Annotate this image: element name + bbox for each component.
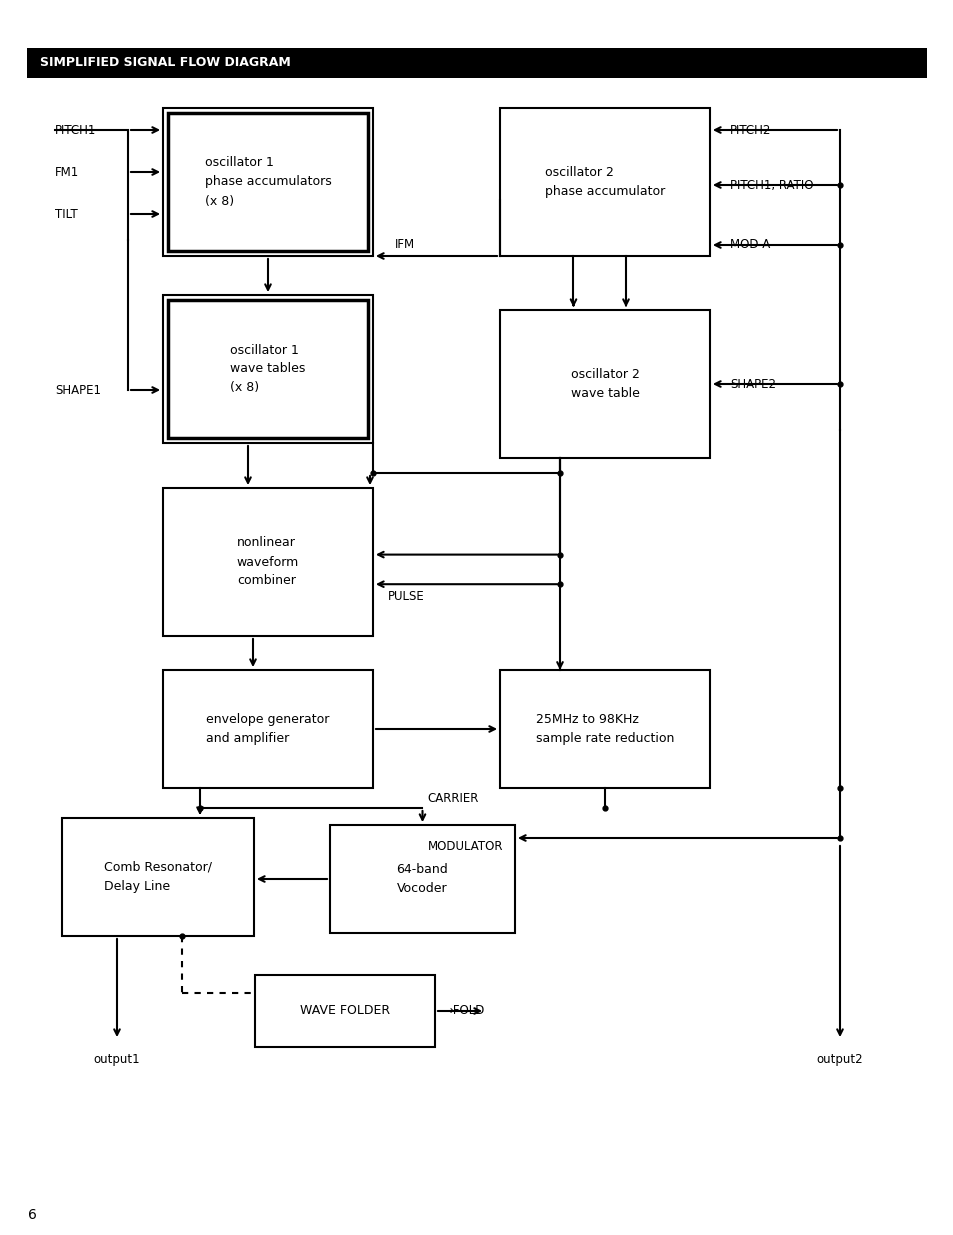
Text: SHAPE1: SHAPE1 [55,384,101,396]
Text: oscillator 2
phase accumulator: oscillator 2 phase accumulator [544,165,664,198]
Text: oscillator 2
wave table: oscillator 2 wave table [570,368,639,400]
Text: 25MHz to 98KHz
sample rate reduction: 25MHz to 98KHz sample rate reduction [536,713,674,745]
Bar [163,295,373,443]
Text: Comb Resonator/
Delay Line: Comb Resonator/ Delay Line [104,861,212,893]
Text: output1: output1 [93,1053,140,1067]
Bar [499,107,709,256]
Text: 6: 6 [28,1208,37,1221]
Text: output2: output2 [816,1053,862,1067]
Text: MODULATOR: MODULATOR [427,840,502,852]
Text: IFM: IFM [395,237,415,251]
Bar [168,112,368,251]
Text: PITCH1, RATIO: PITCH1, RATIO [729,179,813,191]
Text: envelope generator
and amplifier: envelope generator and amplifier [206,713,330,745]
Text: PITCH1: PITCH1 [55,124,96,137]
Bar [163,107,373,256]
Text: nonlinear
waveform
combiner: nonlinear waveform combiner [236,536,299,588]
Text: PITCH2: PITCH2 [729,124,771,137]
Text: →FOLD: →FOLD [442,1004,484,1018]
Bar [163,671,373,788]
Bar [27,48,926,78]
Text: SHAPE2: SHAPE2 [729,378,775,390]
Bar [163,488,373,636]
Text: PULSE: PULSE [388,589,424,603]
Bar [499,310,709,458]
Text: 64-band
Vocoder: 64-band Vocoder [396,863,448,895]
Text: SIMPLIFIED SIGNAL FLOW DIAGRAM: SIMPLIFIED SIGNAL FLOW DIAGRAM [40,57,291,69]
Text: CARRIER: CARRIER [427,792,478,804]
Bar [499,671,709,788]
Bar [168,300,368,438]
Bar [330,825,515,932]
Text: TILT: TILT [55,207,77,221]
Text: MOD A: MOD A [729,238,769,252]
Bar [254,974,435,1047]
Text: FM1: FM1 [55,165,79,179]
Text: oscillator 1
wave tables
(x 8): oscillator 1 wave tables (x 8) [230,343,305,394]
Text: WAVE FOLDER: WAVE FOLDER [299,1004,390,1018]
Bar [62,818,253,936]
Text: oscillator 1
phase accumulators
(x 8): oscillator 1 phase accumulators (x 8) [204,157,331,207]
